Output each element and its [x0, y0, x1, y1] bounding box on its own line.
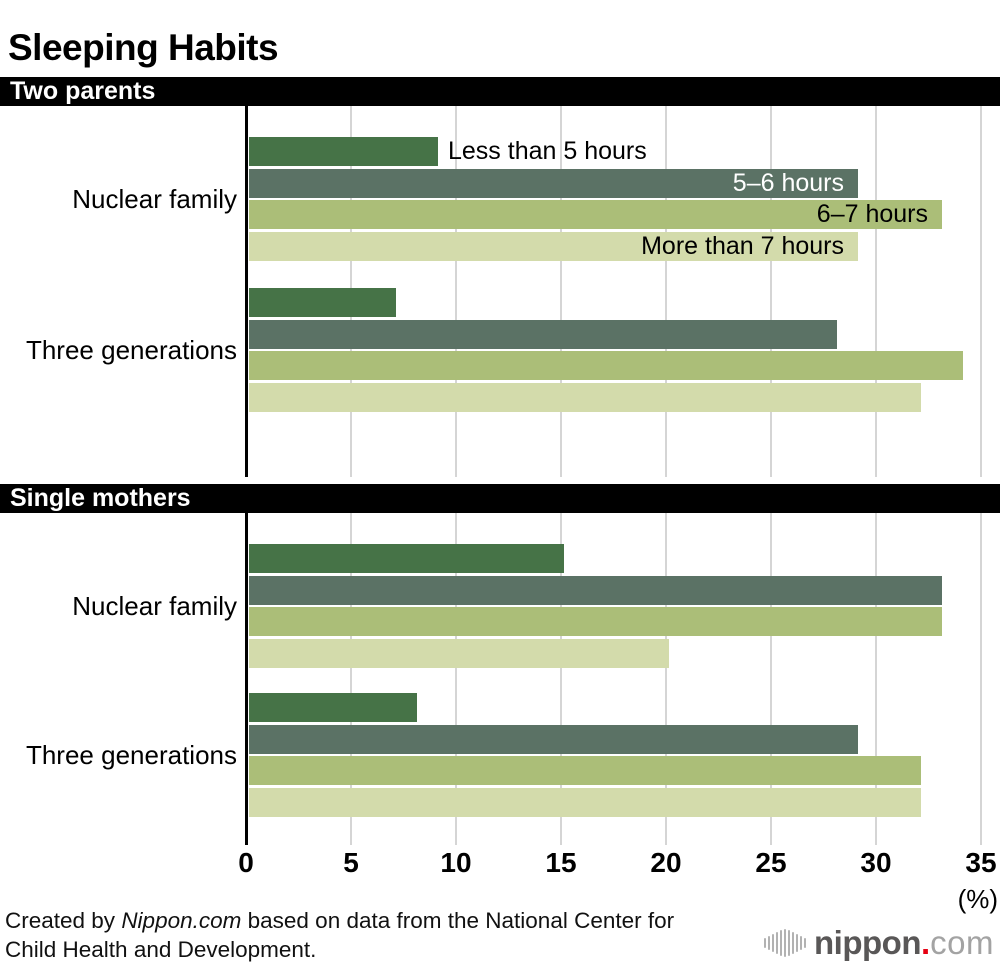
logo-text-nippon: nippon: [814, 924, 921, 961]
gridline: [665, 513, 667, 845]
x-tick-label: 35: [965, 847, 997, 878]
page-title: Sleeping Habits: [8, 26, 279, 68]
x-tick-label: 0: [238, 847, 254, 878]
gridline: [980, 513, 982, 845]
gridline: [875, 106, 877, 477]
logo-dot: .: [920, 924, 931, 961]
logo-text-com: com: [930, 924, 994, 961]
bar-more-than-7-hours: [249, 787, 921, 817]
bar-more-than-7-hours: [249, 231, 858, 261]
gridline: [350, 513, 352, 845]
nippon-logo: nippon . com: [764, 924, 994, 962]
source-note: Created by Nippon.com based on data from…: [5, 906, 775, 964]
gridline: [560, 106, 562, 477]
bar-less-than-5-hours: [249, 693, 417, 722]
category-label-nuclear-family: Nuclear family: [72, 183, 237, 214]
category-label-three-generations: Three generations: [25, 739, 237, 770]
gridline: [560, 513, 562, 845]
bar-less-than-5-hours: [249, 544, 564, 573]
gridline: [980, 106, 982, 477]
bar-6-7-hours: [249, 607, 942, 636]
category-label-nuclear-family: Nuclear family: [72, 590, 237, 621]
gridline: [665, 106, 667, 477]
series-label-6-7-hours: 6–7 hours: [816, 200, 928, 228]
series-label-more-than-7-hours: More than 7 hours: [641, 231, 844, 260]
gridline: [455, 106, 457, 477]
gridline: [875, 513, 877, 845]
bar-5-6-hours: [249, 575, 942, 605]
bar-6-7-hours: [249, 756, 921, 785]
soundwave-icon: [764, 929, 807, 957]
series-label-less-than-5-hours: Less than 5 hours: [448, 137, 647, 165]
bar-6-7-hours: [249, 351, 963, 380]
y-axis-line: [245, 513, 248, 845]
series-label-5-6-hours: 5–6 hours: [732, 168, 844, 197]
bar-less-than-5-hours: [249, 137, 438, 166]
bar-6-7-hours: [249, 200, 942, 229]
x-tick-label: 10: [440, 847, 472, 878]
bar-less-than-5-hours: [249, 288, 396, 317]
section-banner-single-mothers: Single mothers: [0, 484, 1000, 513]
x-tick-label: 20: [650, 847, 682, 878]
source-note-prefix: Created by: [5, 908, 122, 933]
bar-5-6-hours: [249, 168, 858, 198]
category-label-three-generations: Three generations: [25, 334, 237, 365]
bar-more-than-7-hours: [249, 382, 921, 412]
y-axis-line: [245, 106, 248, 477]
section-banner-two-parents: Two parents: [0, 77, 1000, 106]
x-tick-label: 5: [343, 847, 359, 878]
source-note-line-1: Created by Nippon.com based on data from…: [5, 906, 775, 935]
brand-name: Nippon.com: [121, 908, 242, 933]
gridline: [770, 106, 772, 477]
x-tick-label: 15: [545, 847, 577, 878]
x-tick-label: 30: [860, 847, 892, 878]
gridline: [770, 513, 772, 845]
gridline: [455, 513, 457, 845]
x-tick-label: 25: [755, 847, 787, 878]
source-note-line-2: Child Health and Development.: [5, 937, 317, 962]
x-axis-unit: (%): [957, 884, 998, 914]
bar-5-6-hours: [249, 724, 858, 754]
source-note-rest: based on data from the National Center f…: [241, 908, 675, 933]
bar-more-than-7-hours: [249, 638, 669, 668]
bar-5-6-hours: [249, 319, 837, 349]
